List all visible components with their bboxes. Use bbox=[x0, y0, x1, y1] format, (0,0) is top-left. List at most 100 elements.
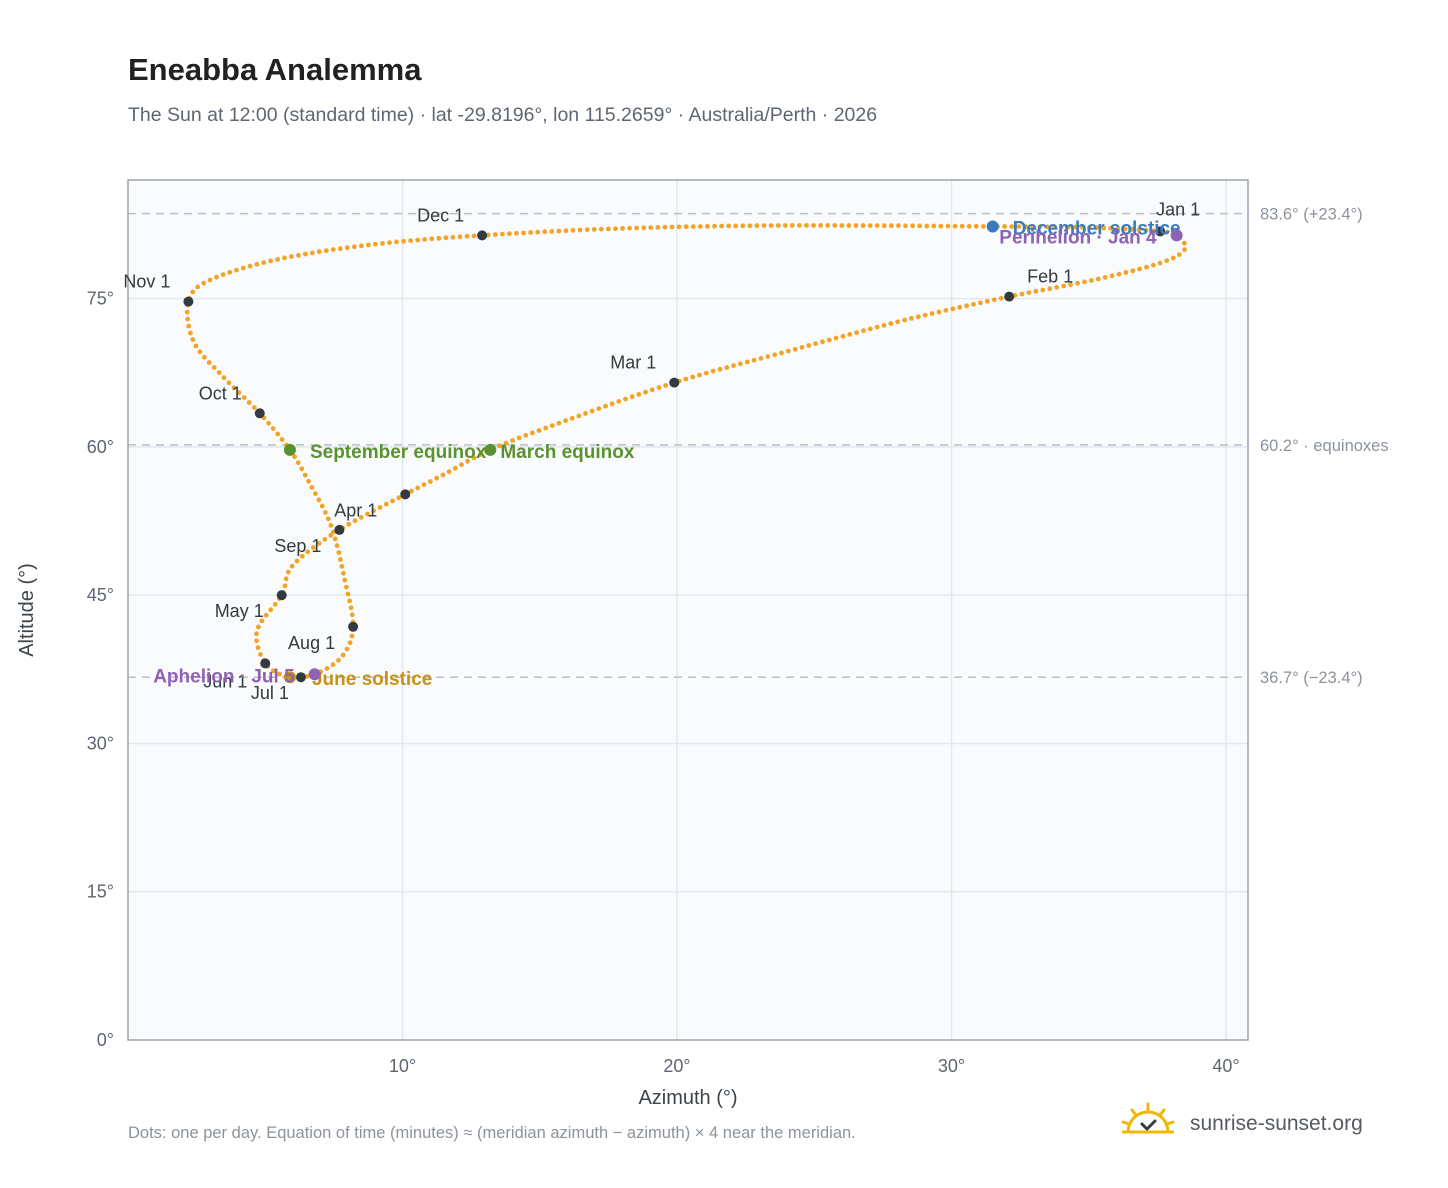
daily-sun-dot bbox=[629, 394, 635, 400]
daily-sun-dot bbox=[623, 396, 628, 402]
daily-sun-dot bbox=[697, 372, 702, 378]
daily-sun-dot bbox=[289, 254, 294, 259]
daily-sun-dot bbox=[184, 309, 190, 315]
daily-sun-dot bbox=[726, 223, 731, 229]
daily-sun-dot bbox=[272, 601, 278, 607]
daily-sun-dot bbox=[818, 223, 823, 228]
daily-sun-dot bbox=[1073, 224, 1078, 230]
daily-sun-dot bbox=[465, 458, 470, 464]
daily-sun-dot bbox=[446, 469, 452, 475]
x-tick-label: 40° bbox=[1212, 1056, 1239, 1076]
daily-sun-dot bbox=[340, 652, 346, 658]
daily-sun-dot bbox=[330, 247, 336, 253]
month-marker-label: Nov 1 bbox=[123, 272, 170, 292]
daily-sun-dot bbox=[270, 426, 276, 431]
daily-sun-dot bbox=[452, 465, 458, 471]
daily-sun-dot bbox=[296, 252, 301, 258]
reference-line-label: 60.2° · equinoxes bbox=[1260, 437, 1389, 455]
daily-sun-dot bbox=[285, 569, 291, 575]
daily-sun-dot bbox=[197, 349, 203, 355]
month-marker-label: Feb 1 bbox=[1027, 267, 1073, 287]
daily-sun-dot bbox=[387, 240, 392, 246]
month-marker bbox=[254, 408, 265, 419]
daily-sun-dot bbox=[1026, 290, 1032, 295]
daily-sun-dot bbox=[1150, 262, 1156, 268]
daily-sun-dot bbox=[254, 261, 260, 267]
plot-area bbox=[128, 180, 1248, 1040]
daily-sun-dot bbox=[820, 339, 825, 345]
daily-sun-dot bbox=[634, 225, 640, 231]
daily-sun-dot bbox=[1182, 247, 1187, 253]
daily-sun-dot bbox=[342, 577, 348, 583]
event-marker-label: Perihelion · Jan 4 bbox=[999, 227, 1157, 248]
reference-lines: 83.6° (+23.4°) 60.2° · equinoxes 36.7° (−2… bbox=[128, 206, 1389, 687]
daily-sun-dot bbox=[556, 420, 562, 426]
daily-sun-dot bbox=[758, 356, 764, 361]
daily-sun-dot bbox=[401, 238, 406, 244]
daily-sun-dot bbox=[895, 319, 901, 325]
daily-sun-dot bbox=[881, 323, 887, 328]
daily-sun-dot bbox=[394, 239, 399, 245]
y-tick-label: 75° bbox=[87, 289, 114, 309]
daily-sun-dot bbox=[299, 466, 305, 472]
daily-sun-dot bbox=[1082, 279, 1087, 285]
daily-sun-dot bbox=[785, 348, 791, 354]
daily-sun-dot bbox=[583, 411, 588, 416]
grid-layer bbox=[128, 180, 1248, 1040]
daily-sun-dot bbox=[854, 330, 859, 335]
x-tick-label: 10° bbox=[389, 1056, 416, 1076]
brand-name[interactable]: sunrise-sunset.org bbox=[1190, 1112, 1363, 1135]
daily-sun-dot bbox=[985, 298, 990, 304]
daily-sun-dot bbox=[323, 510, 328, 515]
daily-sun-dot bbox=[211, 365, 217, 370]
daily-sun-dot bbox=[294, 558, 300, 564]
daily-sun-dot bbox=[275, 431, 281, 437]
daily-sun-dot bbox=[521, 230, 526, 236]
daily-sun-dot bbox=[283, 576, 289, 582]
daily-sun-dot bbox=[319, 503, 325, 509]
daily-sun-dot bbox=[258, 652, 263, 657]
daily-sun-dot bbox=[616, 399, 622, 404]
daily-sun-dot bbox=[383, 501, 389, 507]
daily-sun-dot bbox=[690, 224, 696, 230]
daily-sun-dot bbox=[528, 230, 533, 235]
month-marker-label: Mar 1 bbox=[610, 353, 656, 373]
daily-sun-dot bbox=[1061, 283, 1067, 289]
daily-sun-dot bbox=[697, 224, 703, 229]
brand[interactable]: sunrise-sunset.org bbox=[1120, 1100, 1420, 1150]
daily-sun-dot bbox=[867, 223, 873, 229]
daily-sun-dot bbox=[311, 545, 316, 550]
daily-sun-dot bbox=[738, 361, 743, 367]
daily-sun-dot bbox=[1144, 264, 1149, 270]
daily-sun-dot bbox=[1058, 224, 1064, 230]
event-markers: March equinox September equinox June solst… bbox=[153, 218, 1183, 690]
daily-sun-dot bbox=[952, 223, 958, 229]
daily-sun-dot bbox=[206, 360, 212, 365]
daily-sun-dot bbox=[813, 341, 818, 347]
daily-sun-dot bbox=[971, 301, 976, 307]
daily-sun-dot bbox=[797, 223, 802, 228]
daily-sun-dot bbox=[324, 666, 330, 671]
month-marker-label: Jan 1 bbox=[1156, 199, 1200, 219]
daily-sun-dot bbox=[609, 401, 615, 407]
daily-sun-dot bbox=[915, 314, 921, 320]
daily-sun-dot bbox=[943, 308, 949, 313]
y-axis-label: Altitude (°) bbox=[16, 563, 38, 657]
daily-sun-dot bbox=[330, 529, 336, 535]
daily-sun-dot bbox=[724, 365, 730, 370]
daily-sun-dot bbox=[1080, 224, 1085, 230]
daily-sun-dot bbox=[255, 645, 261, 651]
daily-sun-dot bbox=[251, 405, 257, 410]
chart-subtitle: The Sun at 12:00 (standard time) · lat -… bbox=[128, 104, 878, 126]
daily-sun-dot bbox=[440, 472, 446, 478]
daily-sun-dot bbox=[549, 423, 555, 428]
daily-sun-dot bbox=[366, 242, 371, 248]
daily-sun-dot bbox=[902, 317, 907, 323]
daily-sun-dot bbox=[957, 304, 963, 310]
daily-sun-dot bbox=[408, 238, 413, 244]
daily-sun-dot bbox=[443, 235, 449, 241]
daily-sun-dot bbox=[268, 258, 274, 264]
daily-sun-dot bbox=[477, 452, 483, 458]
daily-sun-dot bbox=[543, 425, 549, 431]
daily-sun-dot bbox=[186, 323, 192, 329]
